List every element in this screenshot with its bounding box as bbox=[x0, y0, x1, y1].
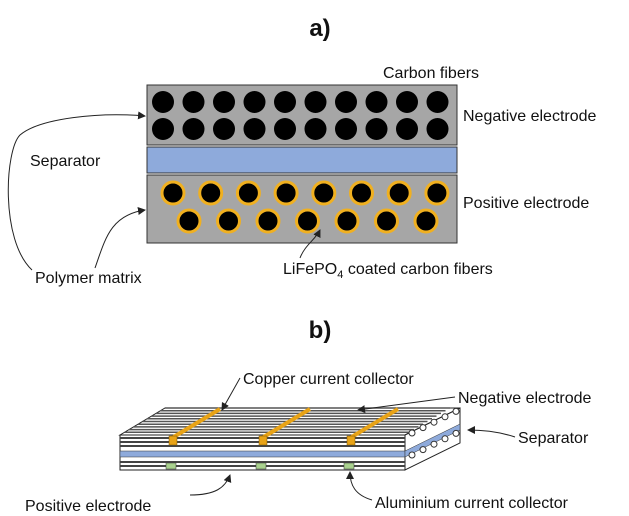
fiber-end bbox=[408, 451, 416, 459]
coated-fiber bbox=[334, 208, 360, 234]
fiber-end bbox=[419, 446, 427, 454]
carbon-fiber bbox=[335, 118, 357, 140]
arrow bbox=[221, 377, 241, 411]
fiber-end bbox=[408, 429, 416, 437]
cross-section bbox=[146, 84, 458, 244]
carbon-fiber bbox=[396, 118, 418, 140]
side-separator bbox=[404, 423, 461, 458]
coated-fiber bbox=[311, 180, 337, 206]
coated-fiber bbox=[198, 180, 224, 206]
coated-fiber bbox=[216, 208, 241, 234]
label-part: LiFePO bbox=[283, 261, 337, 278]
carbon-fiber bbox=[274, 118, 296, 140]
label-part: coated carbon fibers bbox=[343, 261, 492, 278]
copper-tab bbox=[258, 435, 268, 446]
fiber-end bbox=[441, 413, 449, 421]
carbon-fiber bbox=[274, 91, 296, 113]
carbon-fiber bbox=[243, 118, 266, 140]
label: Separator bbox=[30, 153, 101, 170]
copper-tab bbox=[168, 435, 178, 446]
carbon-fiber bbox=[243, 91, 266, 113]
panel-title: b) bbox=[309, 317, 332, 344]
arrow bbox=[189, 474, 232, 496]
arrow bbox=[467, 426, 516, 438]
carbon-fiber bbox=[426, 91, 449, 113]
fiber-end bbox=[430, 440, 438, 448]
carbon-fiber bbox=[396, 91, 418, 113]
copper-tab bbox=[346, 435, 356, 446]
coated-fiber bbox=[374, 208, 399, 234]
label: Carbon fibers bbox=[383, 65, 479, 82]
carbon-fiber bbox=[335, 91, 357, 113]
carbon-fiber bbox=[213, 91, 235, 113]
coated-fiber bbox=[273, 180, 299, 206]
label: Negative electrode bbox=[463, 108, 597, 125]
coated-fiber bbox=[255, 208, 281, 234]
separator-layer bbox=[119, 450, 406, 458]
fiber-end bbox=[419, 424, 427, 432]
carbon-fiber bbox=[152, 91, 174, 113]
fiber-end bbox=[441, 435, 449, 443]
arrow bbox=[94, 207, 146, 269]
coated-fiber bbox=[295, 208, 320, 234]
carbon-fiber bbox=[365, 118, 388, 140]
label: Polymer matrix bbox=[35, 270, 142, 287]
label: Aluminium current collector bbox=[375, 495, 569, 512]
label: Positive electrode bbox=[463, 195, 589, 212]
carbon-fiber bbox=[426, 118, 449, 140]
panel-title: a) bbox=[309, 15, 330, 42]
copper-collector bbox=[170, 407, 222, 440]
arrow bbox=[7, 111, 146, 271]
label-subscript: 4 bbox=[337, 269, 343, 281]
label: Positive electrode bbox=[25, 498, 151, 515]
battery-slab bbox=[118, 407, 461, 471]
aluminium-tab bbox=[343, 462, 355, 470]
carbon-fiber bbox=[182, 118, 205, 140]
coated-fiber bbox=[176, 208, 202, 234]
fiber-end bbox=[430, 418, 438, 426]
carbon-fiber bbox=[304, 91, 327, 113]
arrow bbox=[299, 229, 321, 259]
coated-fiber bbox=[235, 180, 261, 206]
carbon-fiber bbox=[152, 118, 174, 140]
label: LiFePO4 coated carbon fibers bbox=[283, 261, 493, 281]
carbon-fiber bbox=[182, 91, 205, 113]
fiber-end bbox=[452, 429, 460, 437]
fiber-end bbox=[452, 407, 460, 415]
aluminium-tab bbox=[255, 462, 267, 470]
arrow bbox=[346, 471, 373, 501]
carbon-fiber bbox=[213, 118, 235, 140]
coated-fiber bbox=[413, 208, 439, 234]
label: Separator bbox=[518, 430, 589, 447]
coated-fiber bbox=[349, 180, 374, 206]
coated-fiber bbox=[386, 180, 412, 206]
carbon-fiber bbox=[304, 118, 327, 140]
coated-fiber bbox=[160, 180, 186, 206]
label: Copper current collector bbox=[243, 371, 414, 388]
coated-fiber bbox=[424, 180, 450, 206]
carbon-fiber bbox=[365, 91, 388, 113]
label: Negative electrode bbox=[458, 390, 592, 407]
copper-collector bbox=[260, 407, 312, 440]
arrow bbox=[357, 396, 456, 414]
copper-collector bbox=[348, 407, 400, 440]
aluminium-tab bbox=[165, 462, 177, 470]
